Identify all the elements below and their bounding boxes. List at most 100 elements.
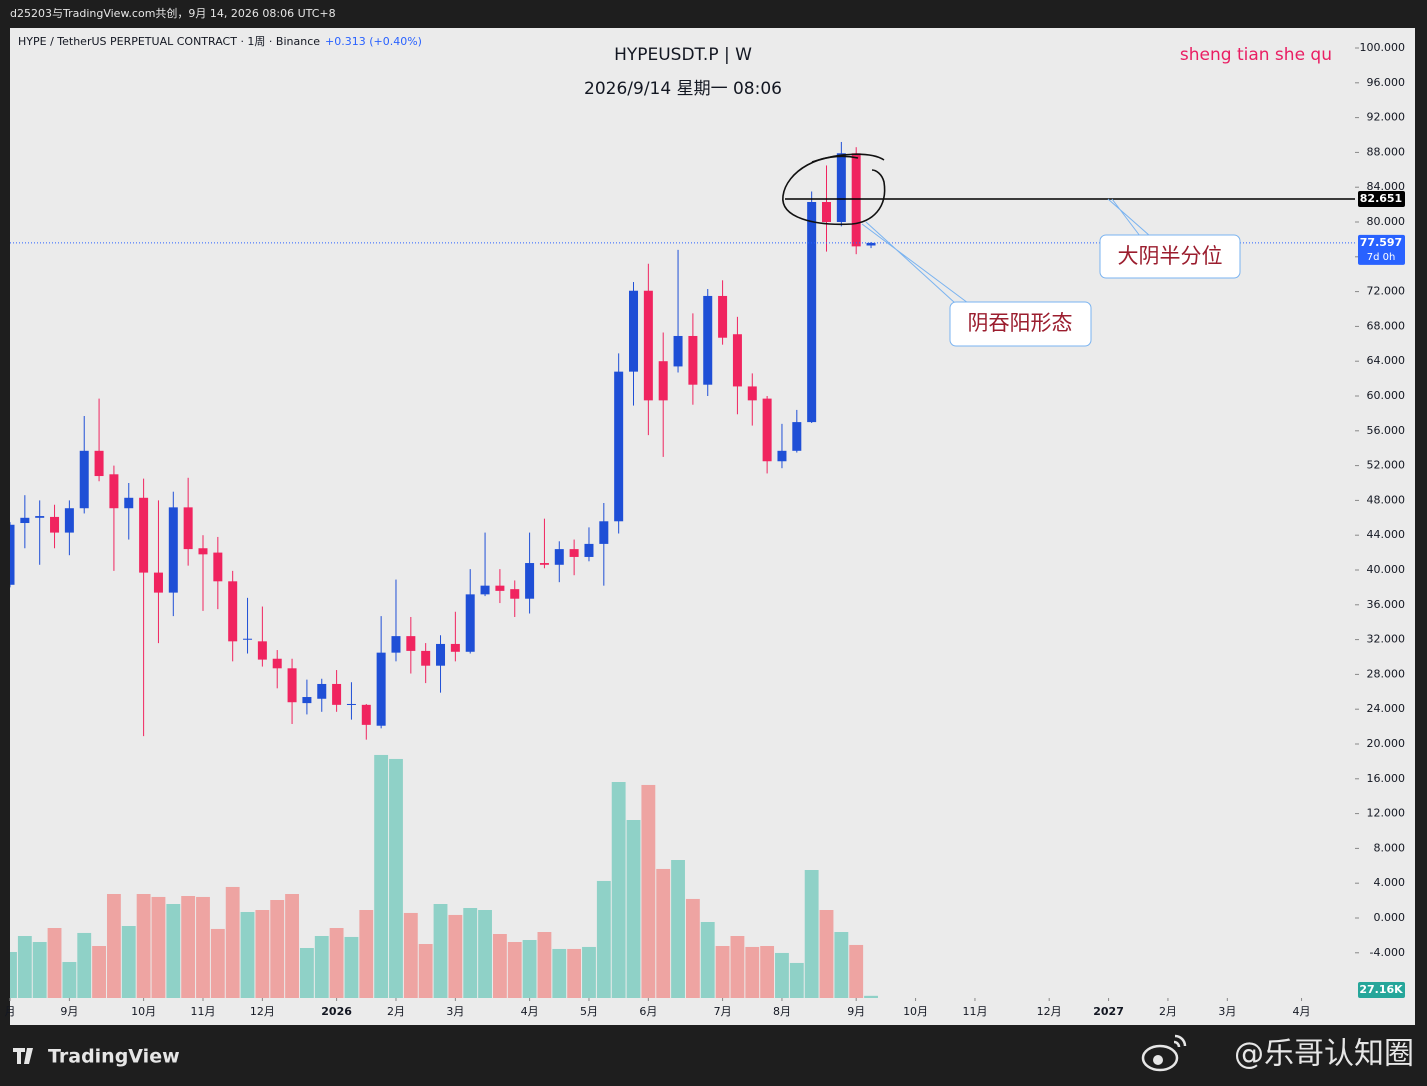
level-label-box — [1358, 190, 1405, 207]
y-tick-label: 12.000 — [1367, 807, 1406, 820]
candle-body — [688, 335, 698, 385]
volume-bar — [656, 868, 671, 998]
y-tick-label: 60.000 — [1367, 389, 1406, 402]
candle-body — [346, 703, 356, 705]
signature: sheng tian she qu — [1180, 45, 1332, 65]
y-tick-label: 52.000 — [1367, 459, 1406, 472]
y-tick-label: 16.000 — [1367, 772, 1406, 785]
candle-body — [525, 563, 535, 599]
candle-body — [554, 549, 564, 565]
volume-bar — [77, 932, 92, 998]
volume-bar — [611, 782, 626, 998]
volume-bar — [374, 754, 389, 998]
candle-body — [732, 334, 742, 387]
volume-bar — [700, 922, 715, 998]
x-tick-label: 12月 — [1037, 1005, 1062, 1018]
symbol-line: HYPE / TetherUS PERPETUAL CONTRACT · 1周 … — [18, 35, 320, 48]
volume-bar — [582, 946, 596, 998]
volume-bar — [626, 820, 641, 998]
volume-bar — [715, 946, 730, 998]
y-tick-label: 64.000 — [1367, 354, 1406, 367]
volume-bar — [389, 758, 403, 998]
volume-bar — [314, 936, 329, 998]
watermark: @乐哥认知圈 — [1234, 1037, 1414, 1072]
brand-logo — [13, 1048, 33, 1064]
volume-bar — [849, 944, 864, 998]
candle-body — [257, 641, 267, 660]
x-tick-label: 6月 — [639, 1005, 657, 1018]
candle-body — [376, 652, 386, 726]
chart-title: HYPEUSDT.P | W — [614, 45, 752, 65]
volume-bar — [32, 942, 47, 998]
x-tick-label: 8月 — [773, 1005, 791, 1018]
candle-body — [183, 507, 193, 550]
candle-body — [153, 572, 163, 593]
candle-body — [20, 517, 30, 524]
candle-body — [139, 497, 149, 573]
annotation: 大阴半分位 — [1118, 244, 1223, 268]
x-tick-label: 10月 — [131, 1005, 156, 1018]
y-tick-label: 20.000 — [1367, 737, 1406, 750]
y-tick-label: 92.000 — [1367, 111, 1406, 124]
volume-bar — [596, 880, 611, 998]
candle-body — [866, 242, 876, 246]
x-tick-label: 4月 — [1293, 1005, 1311, 1018]
candle-body — [79, 450, 89, 509]
candle-body — [495, 585, 505, 591]
axes: 100.00096.00092.00088.00084.00080.00076.… — [5, 41, 1406, 1018]
candle-body — [406, 636, 416, 651]
plot-area — [10, 141, 1355, 998]
candle-body — [569, 549, 579, 557]
candle-body — [317, 683, 327, 699]
candle-body — [450, 643, 460, 652]
last-price-box — [1358, 234, 1405, 265]
candle-body — [718, 295, 728, 338]
candle-body — [599, 521, 609, 544]
volume-bar — [864, 995, 878, 998]
volume-bar — [641, 784, 656, 998]
x-tick-label: 2026 — [321, 1005, 352, 1018]
candle-body — [94, 450, 104, 477]
volume-bar — [492, 934, 507, 998]
y-tick-label: 0.000 — [1374, 911, 1406, 924]
candle-body — [361, 704, 371, 725]
candle-body — [614, 371, 624, 522]
candle-body — [792, 422, 802, 451]
drawn-circle — [782, 155, 886, 226]
volume-bar — [329, 928, 344, 998]
y-tick-label: 88.000 — [1367, 145, 1406, 158]
candle-body — [747, 386, 757, 401]
x-tick-label: 9月 — [60, 1005, 78, 1018]
candle-body — [272, 658, 282, 669]
volume-bar — [522, 940, 537, 998]
annotation: 阴吞阳形态 — [968, 311, 1073, 335]
candle-body — [836, 153, 846, 223]
volume-bar — [121, 926, 136, 998]
candle-body — [643, 290, 653, 401]
y-tick-label: 56.000 — [1367, 424, 1406, 437]
candle-body — [539, 563, 549, 565]
candle-body — [436, 643, 446, 666]
volume-bar — [299, 948, 314, 998]
candle-body — [629, 290, 639, 372]
level-label: 82.651 — [1360, 192, 1402, 205]
y-tick-label: 72.000 — [1367, 285, 1406, 298]
last-price-label: 77.597 — [1360, 236, 1402, 249]
plot-background — [10, 28, 1415, 1025]
volume-bar — [62, 962, 77, 998]
candle-body — [673, 335, 683, 367]
candle-body — [35, 516, 45, 518]
volume-bar — [181, 896, 196, 998]
callout-box — [1099, 234, 1241, 279]
volume-bar — [403, 912, 418, 998]
volume-label: 27.16K — [1359, 983, 1403, 996]
volume-label-box — [1358, 982, 1405, 998]
volume-bar — [819, 910, 834, 998]
candle-body — [777, 450, 787, 462]
y-tick-label: 48.000 — [1367, 493, 1406, 506]
volume-bar — [567, 948, 582, 998]
candle-body — [213, 552, 223, 582]
candle-body — [332, 683, 342, 705]
volume-bar — [255, 910, 270, 998]
